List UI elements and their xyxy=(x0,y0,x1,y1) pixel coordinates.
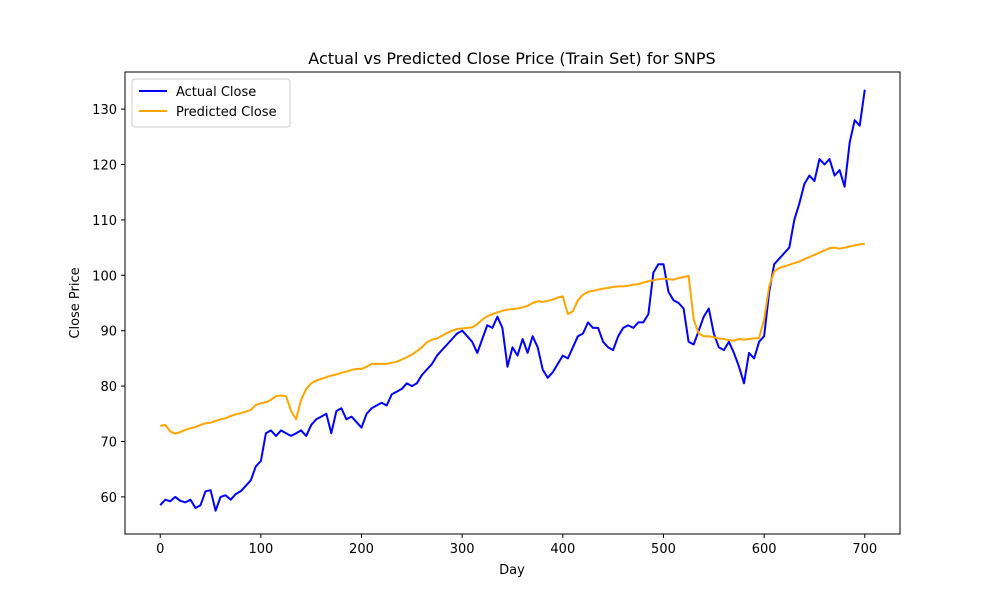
y-tick-label: 90 xyxy=(100,325,117,340)
legend: Actual Close Predicted Close xyxy=(131,78,291,128)
actual-close-line xyxy=(159,89,866,512)
plot-frame xyxy=(124,71,901,535)
y-tick-label: 110 xyxy=(92,214,117,229)
y-axis-label: Close Price xyxy=(68,267,83,338)
x-tick-label: 600 xyxy=(752,542,777,557)
y-tick-label: 100 xyxy=(92,269,117,284)
x-axis-label: Day xyxy=(499,563,525,578)
legend-label-actual: Actual Close xyxy=(176,85,256,100)
legend-label-predicted: Predicted Close xyxy=(176,105,277,120)
plot-area xyxy=(124,71,901,535)
x-tick-label: 400 xyxy=(550,542,575,557)
y-tick-label: 130 xyxy=(92,103,117,118)
y-tick-label: 70 xyxy=(100,435,117,450)
x-tick-label: 500 xyxy=(651,542,676,557)
x-tick-label: 0 xyxy=(156,542,164,557)
x-axis: 0 100 200 300 400 500 600 700 xyxy=(156,534,877,557)
x-tick-label: 200 xyxy=(349,542,374,557)
x-tick-label: 100 xyxy=(248,542,273,557)
legend-box xyxy=(131,78,291,128)
chart-title: Actual vs Predicted Close Price (Train S… xyxy=(308,49,715,68)
y-tick-label: 80 xyxy=(100,380,117,395)
x-tick-label: 700 xyxy=(852,542,877,557)
series-lines xyxy=(159,89,866,512)
y-tick-label: 120 xyxy=(92,159,117,174)
predicted-close-line xyxy=(159,242,865,435)
y-tick-label: 60 xyxy=(100,491,117,506)
x-tick-label: 300 xyxy=(450,542,475,557)
y-axis: 60 70 80 90 100 110 120 130 xyxy=(92,103,125,506)
